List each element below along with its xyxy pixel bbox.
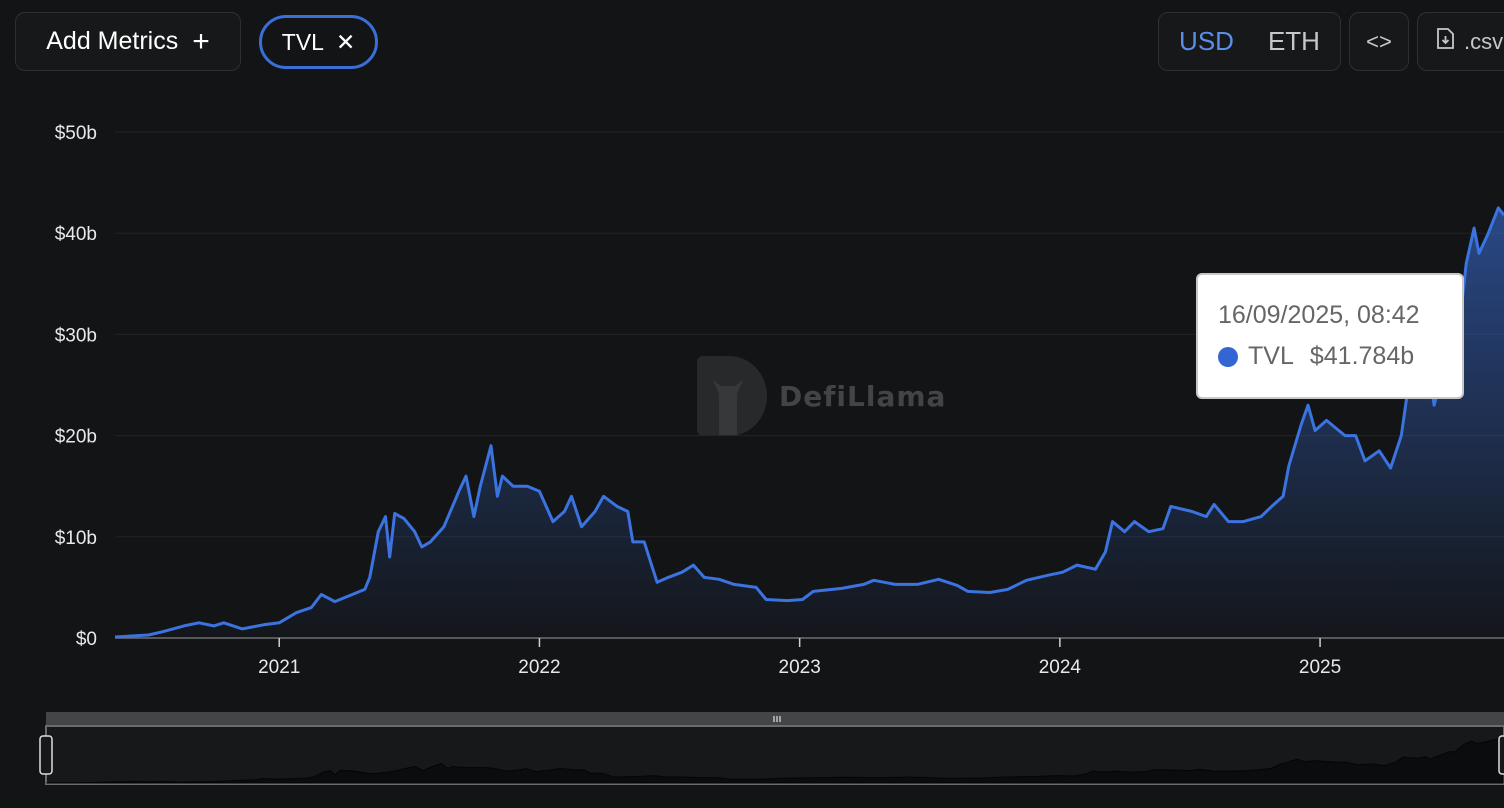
x-tick-label: 2025 xyxy=(1299,657,1341,678)
slider-minimap-area xyxy=(46,738,1504,784)
metric-chip-tvl[interactable]: TVL ✕ xyxy=(259,15,378,69)
tooltip-value: $41.784b xyxy=(1309,342,1415,370)
x-tick-label: 2024 xyxy=(1039,657,1082,678)
csv-label: .csv xyxy=(1464,28,1504,54)
y-tick-label: $30b xyxy=(55,325,97,346)
metric-chip-label: TVL xyxy=(281,28,324,55)
x-tick-label: 2023 xyxy=(779,657,821,678)
code-icon: <> xyxy=(1366,28,1392,54)
currency-eth-button[interactable]: ETH xyxy=(1267,26,1320,56)
x-tick-label: 2022 xyxy=(518,657,560,678)
add-metrics-label: Add Metrics xyxy=(46,27,179,55)
slider-drag-bar[interactable] xyxy=(46,712,1504,726)
embed-button[interactable]: <> xyxy=(1349,12,1409,71)
y-tick-label: $0 xyxy=(76,629,97,650)
currency-usd-button[interactable]: USD xyxy=(1179,26,1234,56)
slider-right-handle[interactable] xyxy=(1498,735,1504,775)
defillama-watermark: DefiLlama xyxy=(697,356,946,436)
add-metrics-button[interactable]: Add Metrics + xyxy=(15,12,241,71)
y-tick-label: $40b xyxy=(55,224,97,245)
tooltip-series-dot xyxy=(1218,346,1238,367)
y-tick-label: $10b xyxy=(55,528,97,549)
x-tick-label: 2021 xyxy=(258,657,300,678)
y-tick-label: $50b xyxy=(55,123,97,144)
tooltip-series-name: TVL xyxy=(1248,342,1294,370)
y-tick-label: $20b xyxy=(55,427,97,448)
file-download-icon xyxy=(1436,27,1454,56)
tooltip-date: 16/09/2025, 08:42 xyxy=(1218,301,1420,329)
llama-logo-icon xyxy=(697,356,767,436)
slider-window[interactable] xyxy=(45,725,1504,785)
close-icon[interactable]: ✕ xyxy=(335,28,356,55)
slider-grip-icon xyxy=(773,716,781,722)
slider-left-handle[interactable] xyxy=(39,735,53,775)
tvl-line xyxy=(114,206,1504,639)
plus-icon: + xyxy=(192,24,210,58)
download-csv-button[interactable]: .csv xyxy=(1417,12,1504,71)
currency-toggle: USD ETH xyxy=(1158,12,1341,71)
chart-tooltip: 16/09/2025, 08:42 TVL $41.784b xyxy=(1196,273,1464,399)
watermark-text: DefiLlama xyxy=(779,379,947,413)
